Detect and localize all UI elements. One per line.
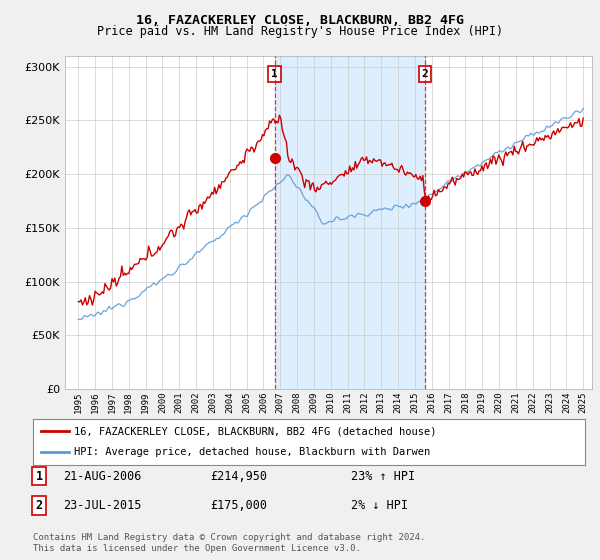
- Text: 2% ↓ HPI: 2% ↓ HPI: [351, 498, 408, 512]
- Text: HPI: Average price, detached house, Blackburn with Darwen: HPI: Average price, detached house, Blac…: [74, 447, 431, 458]
- Bar: [275, 56, 425, 389]
- Text: 16, FAZACKERLEY CLOSE, BLACKBURN, BB2 4FG: 16, FAZACKERLEY CLOSE, BLACKBURN, BB2 4F…: [136, 14, 464, 27]
- Text: 2: 2: [35, 498, 43, 512]
- Text: 1: 1: [271, 69, 278, 80]
- Text: 16, FAZACKERLEY CLOSE, BLACKBURN, BB2 4FG (detached house): 16, FAZACKERLEY CLOSE, BLACKBURN, BB2 4F…: [74, 426, 437, 436]
- Text: Contains HM Land Registry data © Crown copyright and database right 2024.
This d: Contains HM Land Registry data © Crown c…: [33, 533, 425, 553]
- Text: Price paid vs. HM Land Registry's House Price Index (HPI): Price paid vs. HM Land Registry's House …: [97, 25, 503, 38]
- Text: £175,000: £175,000: [210, 498, 267, 512]
- Text: 2: 2: [421, 69, 428, 80]
- Text: 21-AUG-2006: 21-AUG-2006: [63, 469, 142, 483]
- Text: 23% ↑ HPI: 23% ↑ HPI: [351, 469, 415, 483]
- Text: 1: 1: [35, 469, 43, 483]
- Text: 23-JUL-2015: 23-JUL-2015: [63, 498, 142, 512]
- Text: £214,950: £214,950: [210, 469, 267, 483]
